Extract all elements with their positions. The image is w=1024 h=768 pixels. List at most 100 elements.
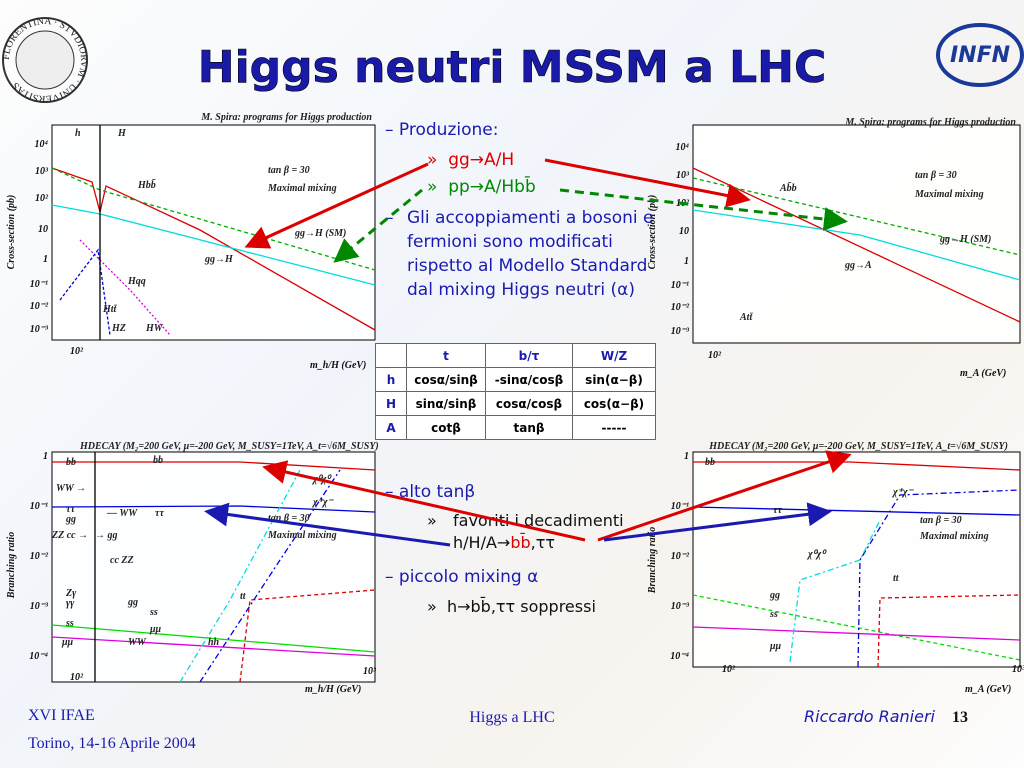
y-tick-label: 10⁻² (30, 551, 49, 562)
curve (789, 519, 881, 663)
y-tick-label: 10³ (35, 166, 49, 177)
sub-bullet: » pp→A/Hbb̄ (427, 177, 536, 197)
y-axis-label: Cross-section (pb) (6, 195, 17, 270)
curve-label: gg (127, 597, 138, 608)
table-cell: cosα/cosβ (485, 391, 573, 416)
curve-label: μμ (149, 624, 162, 635)
curve (51, 624, 376, 653)
y-tick-label: 10⁴ (676, 142, 690, 153)
sub-bullet: » gg→A/H (427, 150, 515, 170)
x-tick-label: 10² (70, 346, 84, 357)
curve-label: tan β = 30 (920, 515, 962, 526)
title: Higgs neutri MSSM a LHC (198, 42, 826, 93)
curve-label: Hbb̄ (137, 179, 156, 191)
x-tick-label: 10² (722, 664, 736, 675)
curve-label: WW → (56, 483, 86, 494)
bullet-text: pp→A/Hbb̄ (448, 177, 536, 197)
y-axis-label: Branching ratio (6, 532, 17, 599)
curve-label: χ⁰χ⁰ (311, 474, 332, 485)
curve-label: ττ (66, 504, 75, 515)
seal: FLORENTINA · STVDIORVM · UNIVERSITAS (1, 16, 89, 104)
y-tick-label: 10⁻³ (671, 601, 690, 612)
curve-label: — WW (106, 508, 138, 519)
curve (51, 636, 376, 657)
y-tick-label: 10⁻⁴ (670, 651, 689, 662)
plot-source: M. Spira: programs for Higgs production (200, 112, 372, 123)
sub-bullet: » favoriti i decadimenti h/H/A→bb̄,ττ (427, 511, 624, 552)
table-cell: cos(α−β) (572, 391, 656, 416)
curve (692, 626, 1021, 641)
curve-label: ZZ cc → (51, 530, 88, 541)
curve-label: ss (769, 609, 778, 620)
y-tick-label: 10⁻⁴ (29, 651, 48, 662)
curve-label: WW (128, 637, 147, 648)
sub-bullet: » h→bb̄,ττ soppressi (427, 597, 596, 616)
bullet-text: gg→A/H (448, 150, 515, 170)
curve-label: χ⁺χ⁻ (891, 487, 915, 498)
curve-label: Att̄ (739, 312, 754, 323)
plot: M. Spira: programs for Higgs production C… (647, 117, 1021, 379)
plot: M. Spira: programs for Higgs production C… (6, 112, 376, 371)
bullet-text: Produzione: (398, 120, 499, 140)
curve-label: bb (66, 457, 76, 468)
footer-conference: XVI IFAE (28, 707, 95, 724)
curve-label: h (75, 128, 81, 139)
x-axis-label: m_A (GeV) (960, 368, 1006, 379)
curve-label: cc ZZ (110, 555, 134, 566)
curve-label: Maximal mixing (919, 531, 989, 542)
curve-label: gg→H (204, 254, 234, 265)
curve-label: gg (65, 514, 76, 525)
curve-label: gg (769, 590, 780, 601)
table-cell: H (375, 391, 407, 416)
y-tick-label: 10⁻¹ (671, 280, 689, 291)
curve-label: μμ (769, 641, 782, 652)
curve-label: χ⁺χ⁻ (311, 497, 335, 508)
curve-label: Maximal mixing (267, 183, 337, 194)
bullet-text: alto tanβ (398, 482, 476, 502)
curve-label: gg→H (SM) (939, 234, 991, 245)
bullet: – piccolo mixing α (385, 567, 539, 587)
curve-label: ss (65, 618, 74, 629)
curve-label: ττ (773, 505, 782, 516)
y-tick-label: 10² (35, 193, 49, 204)
table-header: t (406, 343, 486, 368)
infn-logo: INFN (936, 23, 1024, 87)
curve-label: hh (208, 637, 220, 648)
y-tick-label: 10⁻² (671, 551, 690, 562)
bullet-text: bb̄ (510, 533, 531, 552)
curve-label: ss (149, 607, 158, 618)
curve (59, 248, 111, 336)
curve-label: tan β = 30 (268, 513, 310, 524)
curve-label: tt (893, 573, 900, 584)
curve-label: Hqq (127, 276, 146, 287)
y-tick-label: 1 (43, 254, 48, 265)
plot: HDECAY (M₂=200 GeV, μ=-200 GeV, M_SUSY=1… (647, 441, 1024, 695)
x-tick-label: 10³ (1012, 664, 1024, 675)
y-tick-label: 10⁻² (671, 302, 690, 313)
curve-label: bb (153, 455, 163, 466)
table-header: b/τ (485, 343, 573, 368)
y-tick-label: 10⁻³ (30, 601, 49, 612)
plot-source: HDECAY (M₂=200 GeV, μ=-200 GeV, M_SUSY=1… (708, 441, 1008, 452)
curve-label: tan β = 30 (915, 170, 957, 181)
x-tick-label: 10² (70, 672, 84, 683)
y-tick-label: 10 (679, 226, 689, 237)
x-axis-label: m_h/H (GeV) (310, 360, 366, 371)
x-axis-label: m_A (GeV) (965, 684, 1011, 695)
bullet: – Produzione: (385, 120, 499, 140)
footer-topic: Higgs a LHC (469, 709, 554, 726)
curve-label: Ab̄b (779, 182, 797, 194)
curve (199, 469, 341, 683)
curve-label: Maximal mixing (267, 530, 337, 541)
curve-label: tt (240, 591, 247, 602)
bullet: – Gli accoppiamenti a bosoni e fermioni s… (385, 208, 654, 300)
curve-label: HW (145, 323, 164, 334)
curve-label: H (117, 128, 127, 139)
y-axis-label: Branching ratio (647, 527, 658, 594)
table-cell: cotβ (406, 415, 486, 440)
y-axis-label: Cross-section (pb) (647, 195, 658, 270)
curve-label: HZ (111, 323, 126, 334)
table-cell: tanβ (485, 415, 573, 440)
y-tick-label: 10² (676, 198, 690, 209)
